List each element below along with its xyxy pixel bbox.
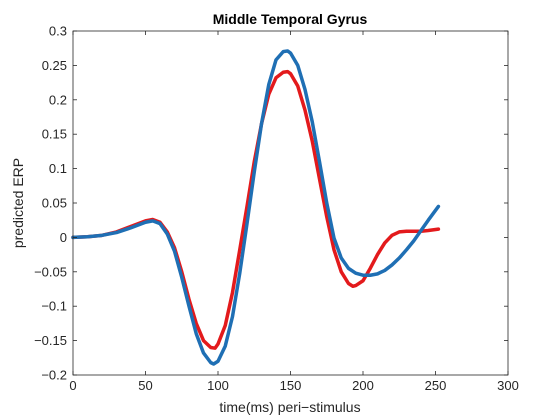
x-tick-label: 150 xyxy=(280,378,302,393)
series-layer xyxy=(71,49,441,366)
y-tick-label: 0 xyxy=(60,230,67,245)
x-tick-label: 100 xyxy=(207,378,229,393)
y-tick-label: 0.3 xyxy=(49,24,67,39)
y-tick-label: 0.1 xyxy=(49,161,67,176)
y-tick-label: −0.2 xyxy=(41,368,67,383)
x-tick-label: 50 xyxy=(138,378,152,393)
y-tick-label: −0.05 xyxy=(34,264,67,279)
x-tick-label: 250 xyxy=(425,378,447,393)
plot-area xyxy=(73,31,508,375)
y-tick-label: 0.25 xyxy=(42,58,67,73)
x-tick-label: 300 xyxy=(497,378,519,393)
y-tick-label: 0.05 xyxy=(42,196,67,211)
y-tick-label: −0.1 xyxy=(41,299,67,314)
x-tick-label: 0 xyxy=(69,378,76,393)
chart-title: Middle Temporal Gyrus xyxy=(213,11,368,27)
y-tick-label: −0.15 xyxy=(34,333,67,348)
x-tick-label: 200 xyxy=(352,378,374,393)
y-tick-label: 0.15 xyxy=(42,127,67,142)
axes-layer: 0 50 100 150 200 250 300 −0.2 −0.15 −0.1 −0.05 0 0.0… xyxy=(34,24,519,394)
y-axis-title: predicted ERP xyxy=(10,158,26,248)
series-line-2 xyxy=(71,49,441,366)
y-tick-label: 0.2 xyxy=(49,92,67,107)
x-axis-title: time(ms) peri−stimulus xyxy=(219,399,360,415)
